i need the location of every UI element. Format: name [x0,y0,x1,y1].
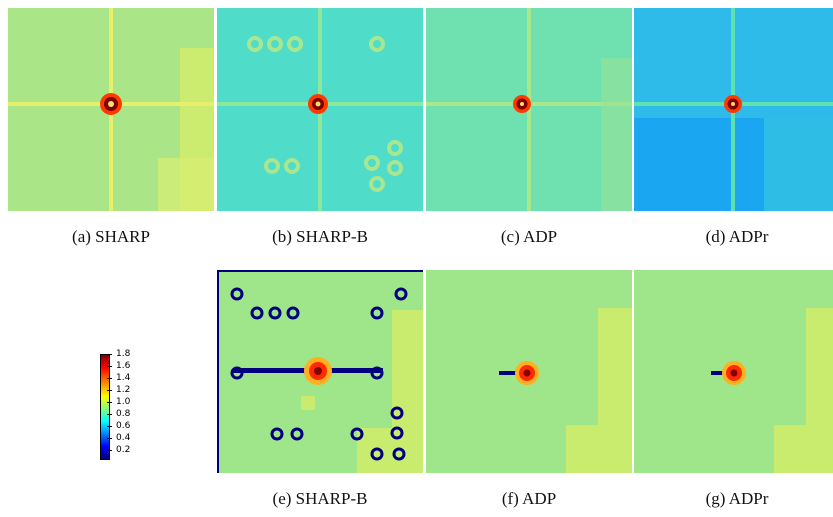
colorbar-tick: 1.8 [106,349,130,360]
panel-d-adpr [634,8,833,211]
caption-d: (d) ADPr [705,227,769,246]
heatmap-c [426,8,632,211]
colorbar-tick: 0.4 [106,433,130,444]
heatmap-b [217,8,423,211]
caption-c: (c) ADP [500,227,558,246]
panel-g-adpr [634,270,833,473]
caption-b: (b) SHARP-B [272,227,368,246]
heatmap-f [426,270,632,473]
heatmap-a [8,8,214,211]
panel-b-sharp-b [217,8,423,211]
colorbar-tick: 1.0 [106,397,130,408]
colorbar-tick: 0.6 [106,421,130,432]
panel-e-sharp-b [217,270,423,473]
heatmap-e [217,270,423,473]
colorbar-tick: 0.8 [106,409,130,420]
heatmap-d [634,8,833,211]
caption-a: (a) SHARP [72,227,150,246]
caption-f: (f) ADP [501,489,557,508]
caption-e: (e) SHARP-B [272,489,368,508]
colorbar-tick: 1.2 [106,385,130,396]
colorbar-tick: 0.2 [106,445,130,456]
heatmap-g [634,270,833,473]
caption-g: (g) ADPr [705,489,769,508]
panel-f-adp [426,270,632,473]
panel-a-sharp [8,8,214,211]
panel-c-adp [426,8,632,211]
colorbar-tick: 1.6 [106,361,130,372]
colorbar [100,354,110,460]
colorbar-tick: 1.4 [106,373,130,384]
